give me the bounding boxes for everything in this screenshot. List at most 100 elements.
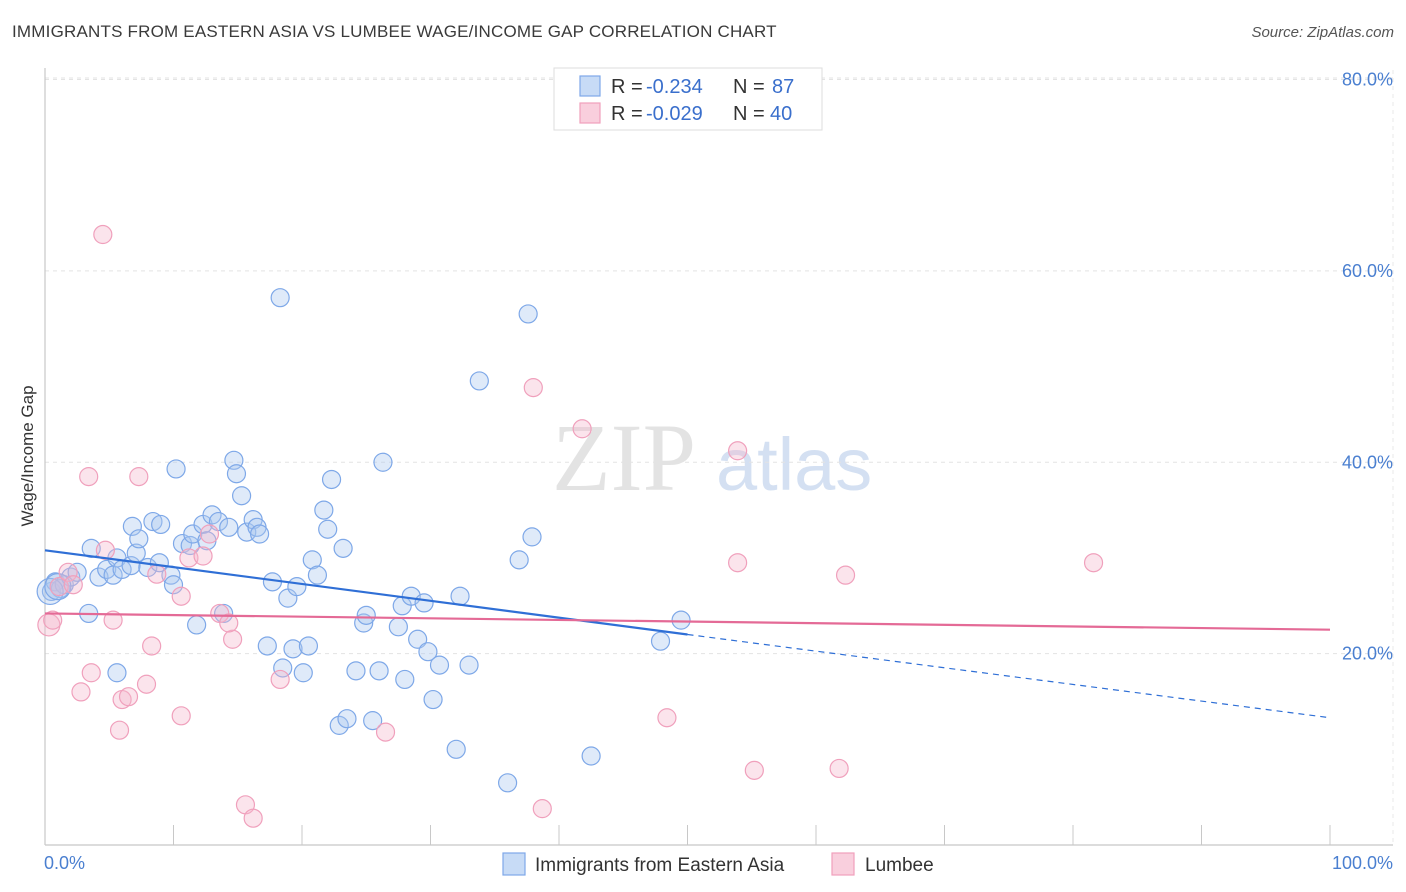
point-immigrants: [249, 524, 270, 544]
point-lumbee: [118, 687, 139, 707]
point-lumbee: [223, 629, 243, 649]
point-lumbee: [147, 564, 167, 584]
series-lumbee-points: [37, 224, 1104, 828]
point-immigrants: [163, 575, 184, 595]
point-lumbee: [49, 577, 69, 597]
point-lumbee: [1083, 553, 1104, 573]
point-immigrants: [36, 577, 64, 606]
point-immigrants: [418, 642, 438, 662]
point-immigrants: [307, 565, 328, 585]
point-immigrants: [329, 715, 349, 735]
point-immigrants: [446, 739, 466, 759]
chart-title: IMMIGRANTS FROM EASTERN ASIA VS LUMBEE W…: [12, 22, 777, 41]
point-lumbee: [171, 706, 191, 726]
point-immigrants: [373, 452, 393, 472]
gridlines: [45, 70, 1394, 845]
chart-source: Source: ZipAtlas.com: [1251, 24, 1394, 41]
point-immigrants: [459, 655, 479, 675]
point-lumbee: [835, 565, 856, 585]
point-immigrants: [469, 371, 489, 391]
point-immigrants: [321, 469, 342, 490]
point-immigrants: [369, 661, 389, 681]
point-immigrants: [414, 593, 434, 613]
point-immigrants: [423, 689, 443, 710]
point-lumbee: [81, 663, 101, 683]
point-lumbee: [103, 610, 123, 630]
point-lumbee: [58, 562, 78, 582]
top-legend: R = -0.234 N = 87 R = -0.029 N = 40: [553, 67, 823, 131]
bottom-legend-swatch-lumbee: [831, 852, 855, 876]
point-lumbee: [572, 419, 592, 439]
point-lumbee: [193, 546, 213, 566]
y-tick-label: 80.0%: [1342, 70, 1393, 90]
point-lumbee: [43, 610, 63, 630]
point-lumbee: [179, 548, 199, 568]
point-immigrants: [333, 538, 353, 558]
bottom-legend-label-immigrants: Immigrants from Eastern Asia: [535, 855, 785, 876]
point-immigrants: [172, 533, 193, 554]
point-lumbee: [270, 669, 290, 690]
point-immigrants: [232, 486, 252, 506]
point-immigrants: [337, 709, 357, 729]
point-lumbee: [79, 467, 99, 487]
legend-r-label-2: R =: [611, 103, 648, 125]
legend-r-label-1: R =: [611, 76, 648, 98]
point-immigrants: [226, 464, 247, 484]
point-lumbee: [219, 613, 239, 633]
point-immigrants: [257, 636, 277, 656]
point-immigrants: [356, 605, 376, 625]
series-immigrants-points: [36, 288, 691, 793]
point-immigrants: [270, 288, 290, 308]
point-immigrants: [408, 629, 428, 649]
point-immigrants: [363, 711, 383, 731]
point-lumbee: [375, 722, 396, 742]
point-lumbee: [199, 524, 220, 544]
legend-swatch-lumbee: [579, 102, 601, 124]
point-immigrants: [450, 586, 470, 606]
bottom-legend-swatch-immigrants: [502, 852, 526, 876]
bottom-legend: Immigrants from Eastern Asia Lumbee: [502, 852, 934, 876]
y-tick-label: 60.0%: [1342, 261, 1393, 281]
point-immigrants: [429, 655, 450, 675]
point-immigrants: [287, 577, 307, 597]
point-lumbee: [142, 636, 162, 656]
point-immigrants: [187, 615, 207, 635]
point-lumbee: [523, 378, 543, 398]
point-immigrants: [129, 529, 149, 549]
y-tick-label: 20.0%: [1342, 644, 1393, 664]
trend-line-lumbee: [44, 612, 1331, 631]
point-immigrants: [166, 459, 186, 479]
point-immigrants: [650, 631, 671, 651]
point-lumbee: [243, 808, 263, 828]
bottom-legend-label-lumbee: Lumbee: [865, 855, 934, 876]
point-lumbee: [136, 674, 157, 694]
point-immigrants: [395, 669, 415, 690]
point-immigrants: [151, 514, 171, 535]
point-immigrants: [219, 517, 239, 537]
y-axis-title: Wage/Income Gap: [18, 385, 37, 526]
point-immigrants: [298, 636, 319, 656]
point-lumbee: [129, 467, 149, 487]
point-immigrants: [318, 519, 338, 539]
point-immigrants: [89, 567, 109, 587]
watermark-atlas: atlas: [716, 423, 872, 506]
point-lumbee: [728, 553, 748, 573]
point-immigrants: [293, 663, 313, 683]
trend-lines: [44, 549, 1331, 719]
legend-n-label-1: N =: [733, 76, 770, 98]
legend-n-value-1: 87: [772, 76, 794, 98]
point-lumbee: [71, 682, 91, 702]
point-immigrants: [122, 516, 142, 536]
point-immigrants: [302, 550, 322, 570]
point-lumbee: [109, 720, 130, 740]
point-lumbee: [171, 586, 191, 606]
watermark-zip: ZIP: [552, 404, 696, 511]
point-immigrants: [388, 617, 408, 637]
point-lumbee: [63, 575, 83, 595]
legend-n-value-2: 40: [770, 103, 792, 125]
point-immigrants: [283, 639, 303, 659]
point-immigrants: [581, 746, 601, 766]
point-immigrants: [314, 500, 334, 520]
x-tick-label-min: 0.0%: [44, 853, 85, 873]
